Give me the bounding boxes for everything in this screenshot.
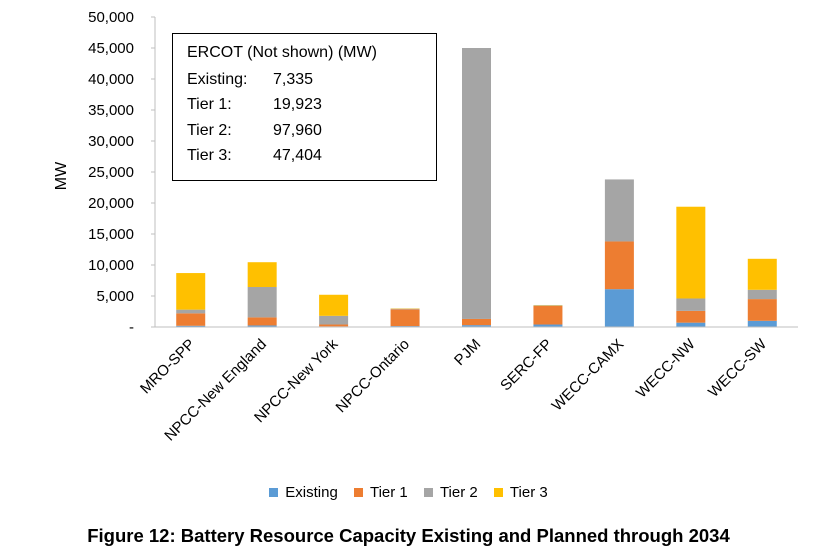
legend-swatch-tier1 <box>353 488 363 497</box>
y-tick-label: 10,000 <box>88 257 134 274</box>
legend-item: Tier 3 <box>493 484 548 501</box>
annotation-value: 97,960 <box>273 121 322 139</box>
annotation-label: Tier 3: <box>187 147 232 164</box>
legend-label: Tier 3 <box>509 484 548 501</box>
bar-segment-tier-3 <box>319 294 349 316</box>
bar-segment-tier-1 <box>176 313 206 326</box>
legend-swatch-tier3 <box>493 488 503 497</box>
legend-swatch-existing <box>269 488 279 497</box>
legend: Existing Tier 1 Tier 2 Tier 3 <box>0 484 817 501</box>
bar-segment-existing <box>462 325 491 327</box>
legend-label: Tier 1 <box>369 484 408 501</box>
bar-segment-tier-1 <box>390 309 420 327</box>
y-tick-label: - <box>129 319 134 336</box>
y-tick-label: 40,000 <box>88 71 134 88</box>
legend-swatch-tier2 <box>423 488 433 497</box>
y-tick-label: 15,000 <box>88 226 134 243</box>
x-tick-label: WECC-NW <box>633 335 699 401</box>
legend-label: Existing <box>285 484 338 501</box>
x-tick-label: WECC-CAMX <box>549 336 628 415</box>
bar-segment-tier-1 <box>747 299 777 321</box>
figure-caption: Figure 12: Battery Resource Capacity Exi… <box>87 525 730 546</box>
bar-segment-existing <box>533 324 563 327</box>
x-tick-label: PJM <box>451 336 484 369</box>
y-tick-label: 25,000 <box>88 164 134 181</box>
ercot-annotation-box: ERCOT (Not shown) (MW) Existing: 7,335 T… <box>172 33 437 181</box>
annotation-title: ERCOT (Not shown) (MW) <box>187 44 377 61</box>
annotation-row: Tier 1: 19,923 <box>187 92 436 118</box>
bar-segment-tier-2 <box>676 298 706 311</box>
annotation-value: 19,923 <box>273 96 322 113</box>
annotation-label: Tier 1: <box>187 96 232 113</box>
bar-segment-tier-3 <box>747 258 777 290</box>
bar-segment-tier-1 <box>247 317 277 326</box>
annotation-label: Existing: <box>187 70 248 88</box>
bar-segment-tier-2 <box>247 287 277 318</box>
y-tick-label: 30,000 <box>88 133 134 150</box>
bar-segment-tier-3 <box>176 273 206 310</box>
legend-item: Existing <box>269 484 338 501</box>
bar-segment-tier-1 <box>462 318 491 326</box>
bar-segment-existing <box>604 289 634 327</box>
bar-segment-tier-3 <box>676 206 706 299</box>
annotation-value: 7,335 <box>273 70 314 88</box>
bar-segment-tier-2 <box>747 289 777 300</box>
annotation-value: 47,404 <box>273 147 322 164</box>
bar-segment-existing <box>676 322 706 327</box>
x-tick-label: WECC-SW <box>705 335 771 401</box>
annotation-row: Tier 3: 47,404 <box>187 143 436 169</box>
y-tick-label: 5,000 <box>96 288 134 305</box>
bar-segment-tier-2 <box>533 305 563 306</box>
y-tick-label: 50,000 <box>88 9 134 26</box>
legend-item: Tier 1 <box>353 484 408 501</box>
y-axis-label: MW <box>53 161 70 190</box>
bar-segment-tier-2 <box>462 48 491 319</box>
x-tick-label: MRO-SPP <box>137 336 199 398</box>
y-tick-label: 20,000 <box>88 195 134 212</box>
bars <box>155 48 798 328</box>
bar-segment-tier-1 <box>676 310 706 323</box>
bar-segment-tier-2 <box>176 309 206 314</box>
bar-segment-tier-2 <box>604 179 634 242</box>
bar-segment-tier-1 <box>604 241 634 290</box>
bar-segment-existing <box>176 325 206 327</box>
bar-segment-tier-1 <box>533 305 563 325</box>
y-tick-label: 35,000 <box>88 102 134 119</box>
annotation-row: Existing: 7,335 <box>187 67 436 93</box>
bar-segment-tier-3 <box>247 262 277 288</box>
y-tick-label: 45,000 <box>88 40 134 57</box>
x-tick-label: NPCC-Ontario <box>333 336 413 416</box>
chart-plot: - 5,000 10,000 15,000 20,000 25,000 30,000 35,0… <box>53 9 798 445</box>
bar-segment-existing <box>747 320 777 327</box>
bar-segment-tier-2 <box>319 315 349 325</box>
annotation-label: Tier 2: <box>187 121 232 139</box>
bar-segment-tier-2 <box>390 308 420 310</box>
x-tick-label: SERC-FP <box>497 336 556 395</box>
legend-label: Tier 2 <box>439 484 478 501</box>
annotation-row: Tier 2: 97,960 <box>187 118 436 144</box>
y-axis: - 5,000 10,000 15,000 20,000 25,000 30,000 35,0… <box>88 9 156 336</box>
bar-segment-tier-1 <box>319 324 349 327</box>
legend-item: Tier 2 <box>423 484 478 501</box>
bar-segment-existing <box>247 325 277 327</box>
